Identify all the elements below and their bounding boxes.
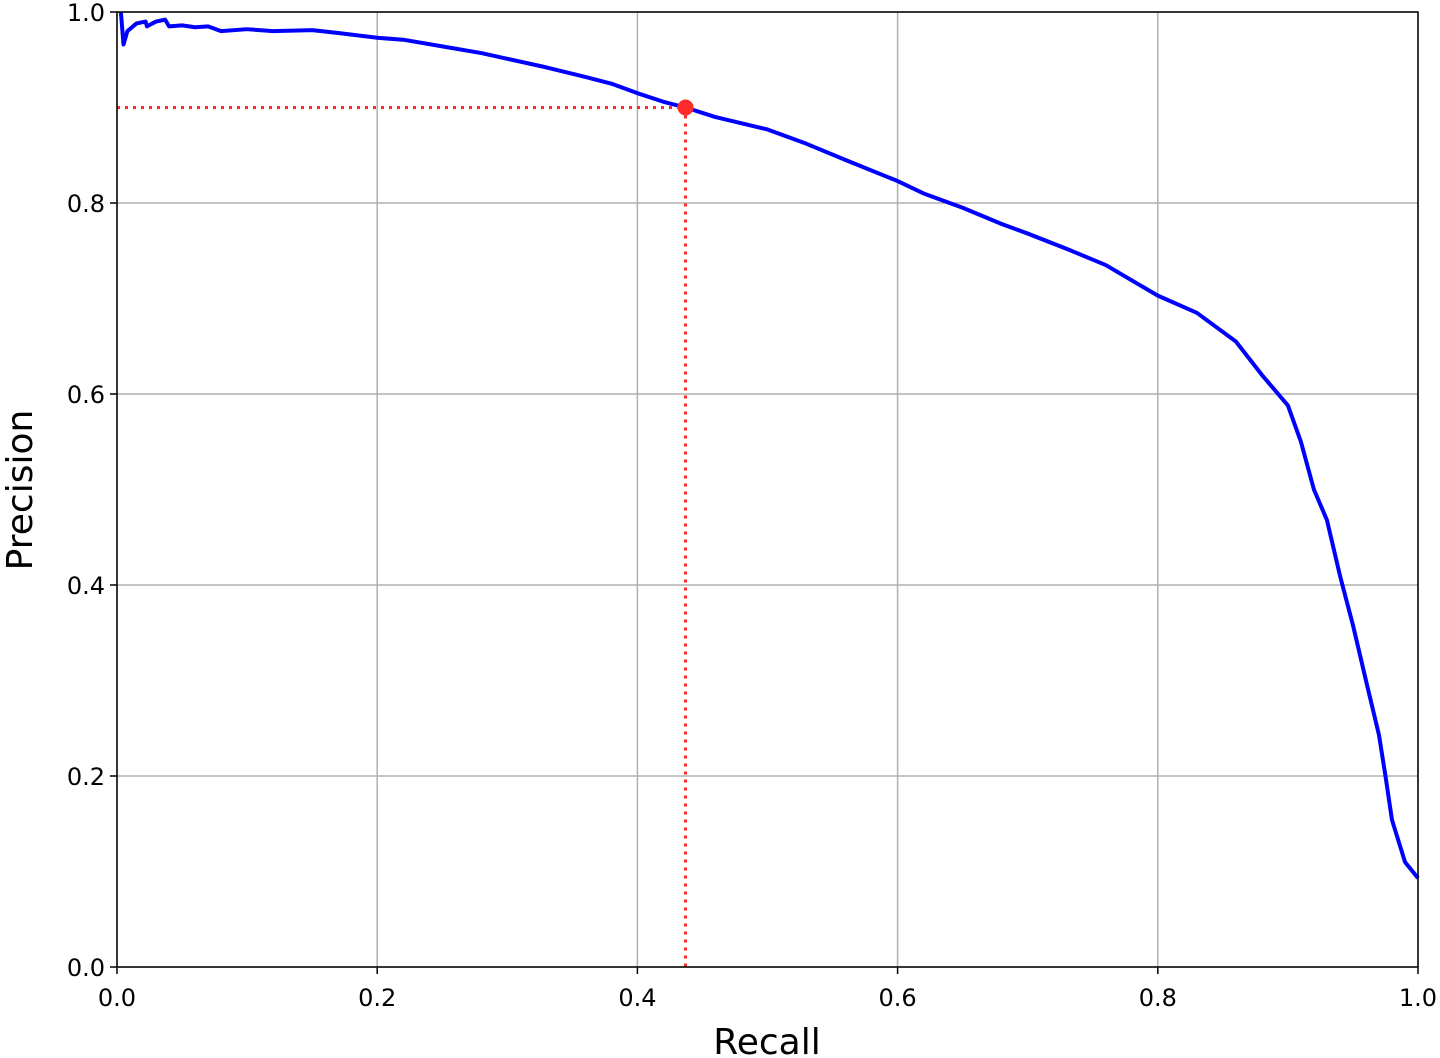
- y-tick-label: 1.0: [67, 0, 105, 27]
- y-tick-label: 0.0: [67, 954, 105, 982]
- y-tick-label: 0.6: [67, 381, 105, 409]
- y-tick-label: 0.8: [67, 190, 105, 218]
- x-tick-label: 0.4: [618, 984, 656, 1012]
- x-tick-label: 1.0: [1399, 984, 1437, 1012]
- curve: [118, 11, 1420, 880]
- x-tick-label: 0.2: [358, 984, 396, 1012]
- x-axis-label: Recall: [713, 1022, 820, 1058]
- x-tick-label: 0.8: [1139, 984, 1177, 1012]
- plot-frame: [116, 11, 1419, 968]
- x-tick-label: 0.0: [98, 984, 136, 1012]
- threshold-point: [677, 99, 694, 116]
- y-tick-label: 0.2: [67, 763, 105, 791]
- x-tick-label: 0.6: [879, 984, 917, 1012]
- y-axis-label: Precision: [0, 410, 41, 571]
- y-tick-label: 0.4: [67, 572, 105, 600]
